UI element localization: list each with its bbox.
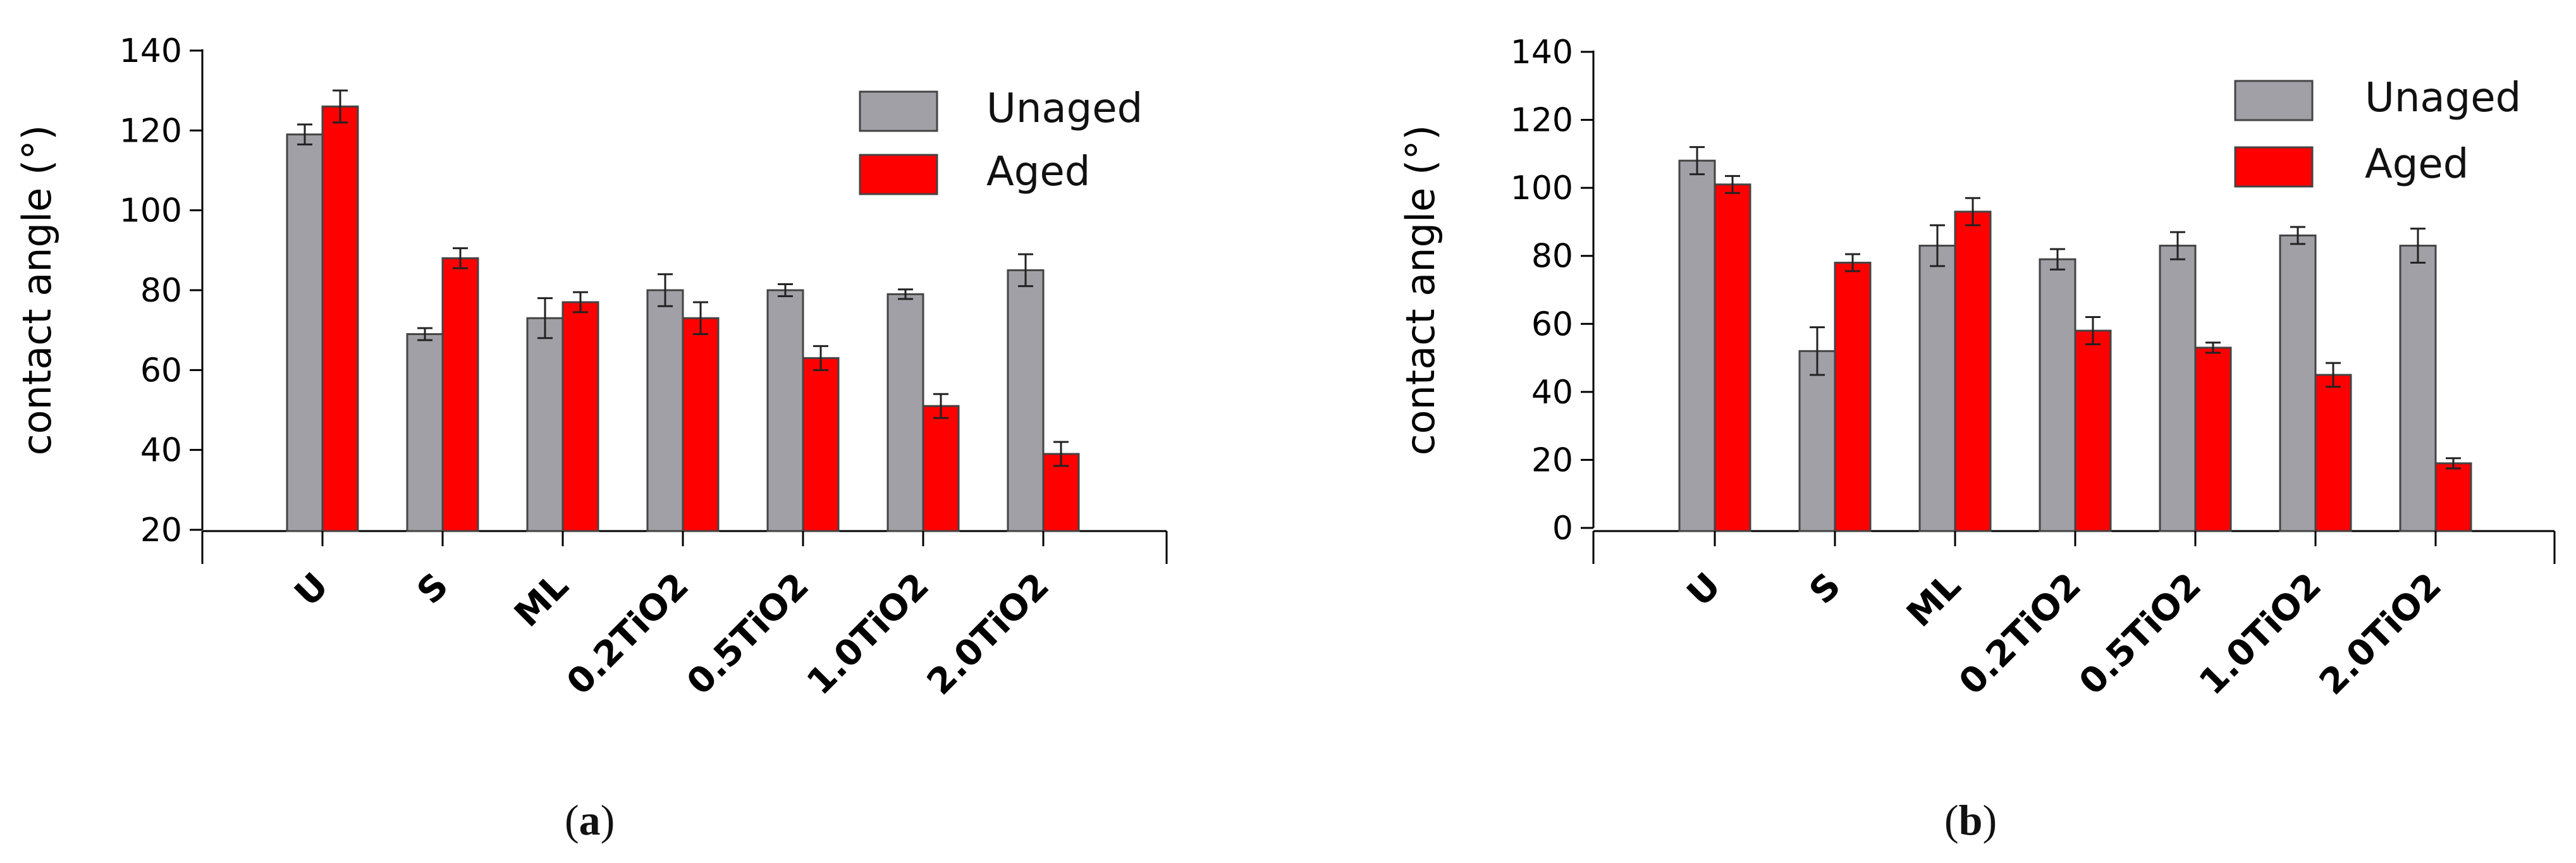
bar-unaged-S	[1798, 350, 1836, 532]
legend-swatch-unaged	[2234, 80, 2314, 121]
legend-swatch-aged	[859, 154, 938, 195]
x-tick-label-ML: ML	[506, 565, 577, 635]
x-tick-label-S: S	[1801, 565, 1848, 612]
y-tick-label: 140	[120, 32, 182, 70]
x-tick-label-0.2TiO2: 0.2TiO2	[559, 565, 697, 703]
y-tick-label: 40	[140, 432, 182, 470]
legend-label-unaged: Unaged	[2365, 75, 2521, 121]
bar-unaged-ML	[526, 317, 564, 532]
x-tick-label-U: U	[287, 565, 336, 615]
legend-label-aged: Aged	[986, 149, 1090, 195]
x-tick-label-2.0TiO2: 2.0TiO2	[2312, 565, 2450, 703]
y-tick-label: 100	[1511, 169, 1573, 207]
legend-label-aged: Aged	[2365, 141, 2469, 188]
panel-label-b: (b)	[1944, 796, 1997, 844]
y-tick-label: 100	[120, 192, 182, 230]
x-tick-label-0.5TiO2: 0.5TiO2	[679, 565, 817, 703]
bar-aged-1.0TiO2	[922, 405, 960, 532]
legend-swatch-aged	[2234, 146, 2314, 188]
bar-unaged-0.2TiO2	[2039, 258, 2076, 532]
x-tick-label-1.0TiO2: 1.0TiO2	[2192, 565, 2329, 703]
x-tick-label-0.2TiO2: 0.2TiO2	[1951, 565, 2089, 703]
y-tick-label: 120	[1511, 102, 1573, 140]
bar-unaged-U	[1678, 159, 1716, 532]
bar-aged-2.0TiO2	[2434, 462, 2472, 532]
y-tick-label: 0	[1552, 510, 1573, 548]
x-tick-label-U: U	[1679, 565, 1729, 615]
y-tick-label: 60	[140, 352, 182, 389]
bar-aged-U	[1714, 183, 1751, 532]
bar-unaged-0.2TiO2	[646, 289, 684, 532]
bar-aged-S	[441, 257, 479, 532]
bar-unaged-2.0TiO2	[2399, 245, 2437, 532]
x-tick-label-2.0TiO2: 2.0TiO2	[919, 565, 1057, 703]
y-tick-label: 80	[1531, 238, 1573, 276]
bar-unaged-S	[406, 333, 444, 532]
bar-unaged-2.0TiO2	[1007, 269, 1045, 532]
y-tick-label: 60	[1531, 305, 1573, 343]
bar-unaged-0.5TiO2	[2159, 245, 2197, 532]
y-tick-label: 40	[1531, 374, 1573, 412]
bar-unaged-1.0TiO2	[886, 293, 924, 532]
legend-label-unaged: Unaged	[986, 85, 1143, 132]
y-axis-label: contact angle (°)	[14, 125, 60, 456]
bar-aged-1.0TiO2	[2314, 374, 2352, 532]
y-tick-label: 20	[140, 511, 182, 549]
y-tick-label: 140	[1511, 34, 1573, 71]
legend-swatch-unaged	[859, 90, 938, 132]
y-tick-label: 20	[1531, 441, 1573, 479]
bar-aged-ML	[561, 301, 599, 532]
bar-unaged-ML	[1918, 245, 1956, 532]
y-tick-label: 120	[120, 112, 182, 150]
x-tick-label-ML: ML	[1899, 565, 1969, 635]
x-tick-label-1.0TiO2: 1.0TiO2	[799, 565, 937, 703]
bar-aged-0.5TiO2	[802, 357, 840, 532]
bar-unaged-0.5TiO2	[766, 289, 804, 532]
bar-aged-0.2TiO2	[682, 317, 720, 532]
bar-aged-0.2TiO2	[2074, 329, 2112, 532]
panel-label-a: (a)	[565, 796, 615, 844]
x-tick-label-0.5TiO2: 0.5TiO2	[2071, 565, 2209, 703]
y-axis-label: contact angle (°)	[1397, 125, 1444, 456]
bar-aged-S	[1834, 261, 1872, 532]
bar-aged-U	[321, 105, 359, 532]
bar-aged-0.5TiO2	[2194, 346, 2232, 532]
bar-unaged-1.0TiO2	[2279, 234, 2317, 532]
y-tick-label: 80	[140, 272, 182, 310]
x-tick-label-S: S	[409, 565, 456, 612]
bar-unaged-U	[286, 133, 324, 532]
bar-aged-ML	[1954, 211, 1992, 532]
